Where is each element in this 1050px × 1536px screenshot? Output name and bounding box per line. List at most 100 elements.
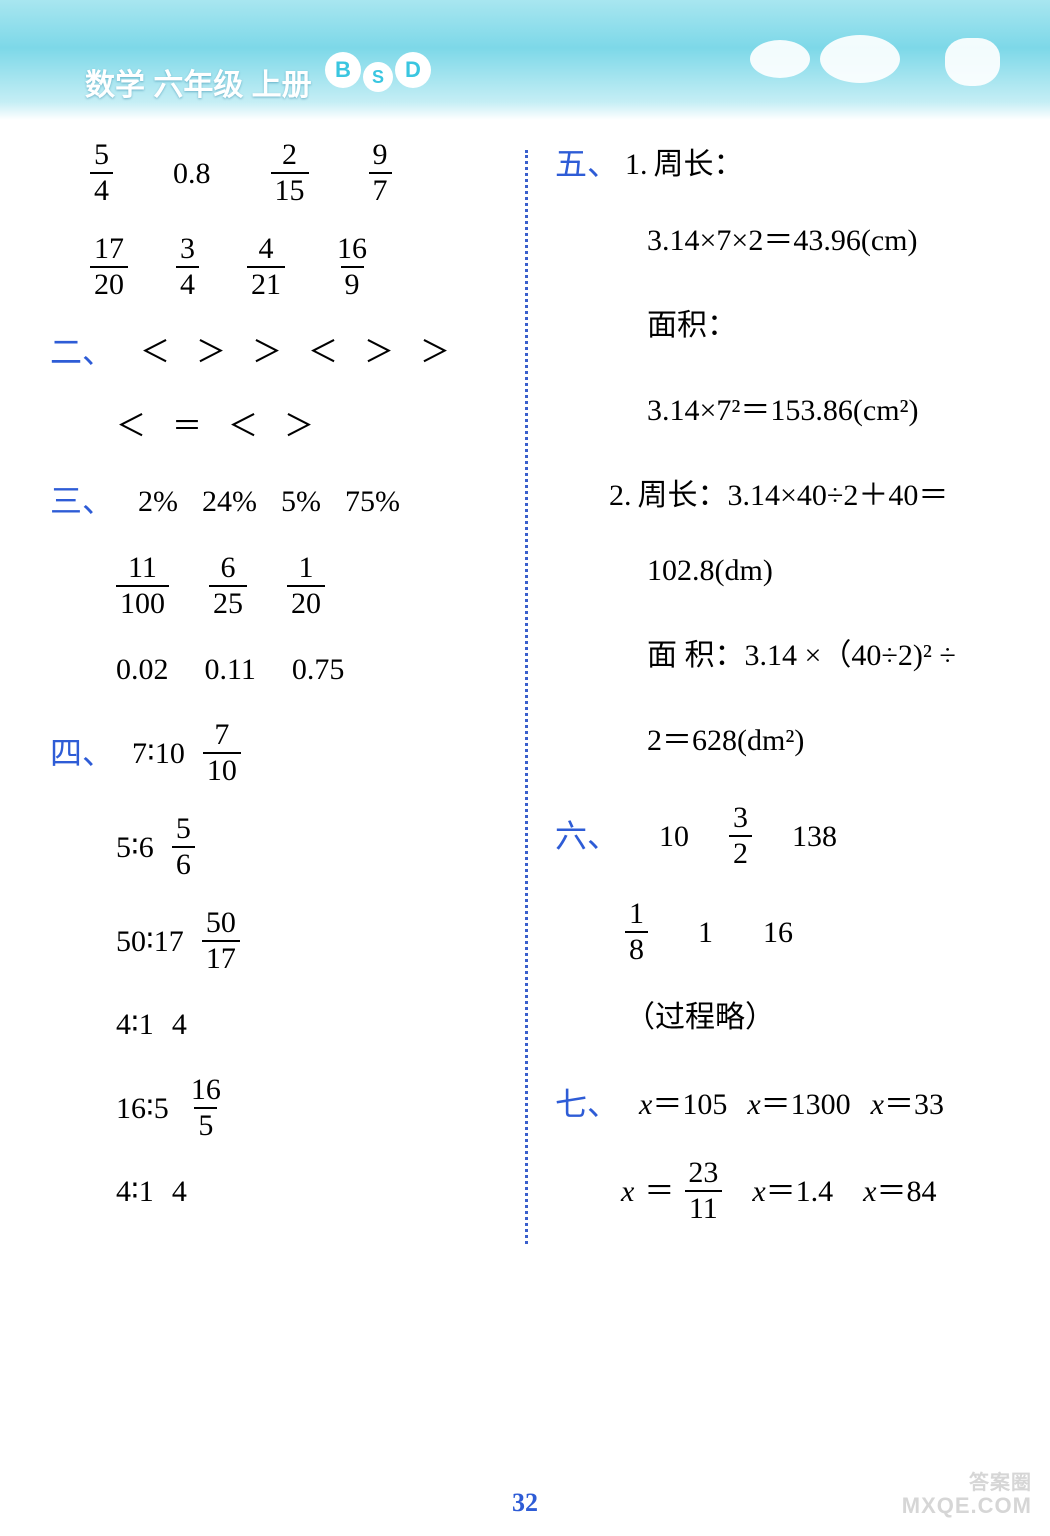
- q4-row: 5∶6 56: [50, 814, 505, 880]
- fraction: 56: [172, 814, 195, 880]
- section-label: 七、: [555, 1080, 619, 1128]
- page-header: 数学 六年级 上册 B S D: [0, 0, 1050, 120]
- answer-text: 周长：: [654, 142, 744, 187]
- q7-row2: x＝2311 x＝1.4 x＝84: [555, 1158, 1000, 1224]
- q3-row1: 三、 2% 24% 5% 75%: [50, 477, 505, 525]
- answer-value: x＝1300: [747, 1082, 850, 1127]
- page-number: 32: [512, 1488, 538, 1518]
- q5-header: 五、 1. 周长：: [555, 140, 1000, 188]
- answer-value: 10: [659, 814, 689, 859]
- answer-value: 4∶1: [116, 1169, 154, 1214]
- fraction: 215: [271, 140, 309, 206]
- section-label: 六、: [555, 812, 619, 860]
- answer-value: 1: [698, 910, 713, 955]
- answer-value: 138: [792, 814, 837, 859]
- answer-text: 面积：: [555, 303, 1000, 348]
- answer-value: x＝84: [863, 1169, 936, 1214]
- cloud-icon: [820, 35, 900, 83]
- answer-value: 4: [172, 1169, 187, 1214]
- answer-value: 5%: [281, 479, 321, 524]
- answer-value: 50∶17: [116, 919, 184, 964]
- cloud-icon: [750, 40, 810, 78]
- answer-value: 0.8: [173, 151, 211, 196]
- header-title: 数学 六年级 上册: [85, 60, 312, 104]
- fraction: 97: [369, 140, 392, 206]
- fraction: 5017: [202, 908, 240, 974]
- answer-text: 2＝628(dm²): [555, 718, 1000, 763]
- sub-label: 1.: [625, 142, 648, 187]
- answer-value: ＞: [196, 330, 226, 375]
- fraction: 1720: [90, 234, 128, 300]
- answer-value: x＝2311: [621, 1158, 722, 1224]
- sub-label: 2.: [609, 473, 632, 518]
- answer-value: 75%: [345, 479, 400, 524]
- answer-value: x＝1.4: [752, 1169, 833, 1214]
- answer-text: 面 积：3.14 ×（40÷2)² ÷: [555, 633, 1000, 678]
- fraction: 54: [90, 140, 113, 206]
- fraction: 32: [729, 803, 752, 869]
- column-divider: [525, 150, 528, 1244]
- badge-letter: B: [325, 52, 361, 88]
- answer-text: 3.14×7×2＝43.96(cm): [555, 218, 1000, 263]
- answer-value: ＜: [140, 330, 170, 375]
- q5-2-header: 2. 周长：3.14×40÷2＋40＝: [555, 473, 1000, 518]
- answer-value: ＞: [284, 404, 314, 449]
- section-label: 三、: [50, 477, 114, 525]
- q4-row: 50∶17 5017: [50, 908, 505, 974]
- answer-value: 16∶5: [116, 1086, 169, 1131]
- fraction: 710: [203, 720, 241, 786]
- header-badge: B S D: [325, 52, 431, 92]
- q6-row1: 六、 10 32 138: [555, 803, 1000, 869]
- q4-row: 四、 7∶10 710: [50, 720, 505, 786]
- badge-letter: D: [395, 52, 431, 88]
- answer-text: 3.14×7²＝153.86(cm²): [555, 388, 1000, 433]
- q4-row: 16∶5 165: [50, 1075, 505, 1141]
- fraction: 120: [287, 553, 325, 619]
- q4-row: 4∶1 4: [50, 1169, 505, 1214]
- answer-value: ＞: [364, 330, 394, 375]
- q3-row2: 11100 625 120: [50, 553, 505, 619]
- fraction: 625: [209, 553, 247, 619]
- answer-text: 周长：3.14×40÷2＋40＝: [638, 473, 949, 518]
- q1-row1: 54 0.8 215 97: [50, 140, 505, 206]
- q2-row1: 二、 ＜ ＞ ＞ ＜ ＞ ＞: [50, 328, 505, 376]
- answer-value: 5∶6: [116, 825, 154, 870]
- answer-value: ＞: [252, 330, 282, 375]
- watermark-bottom: MXQE.COM: [902, 1494, 1032, 1518]
- snowflake-icon: [945, 38, 1000, 86]
- left-column: 54 0.8 215 97 1720 34 421 169 二、 ＜ ＞ ＞ ＜…: [50, 140, 525, 1254]
- answer-value: 0.75: [292, 647, 345, 692]
- answer-value: ＝: [172, 404, 202, 449]
- answer-text: （过程略）: [555, 995, 1000, 1040]
- answer-value: ＜: [308, 330, 338, 375]
- fraction: 169: [333, 234, 371, 300]
- answer-value: 2%: [138, 479, 178, 524]
- q6-row2: 18 1 16: [555, 899, 1000, 965]
- fraction: 421: [247, 234, 285, 300]
- q4-row: 4∶1 4: [50, 1002, 505, 1047]
- answer-value: 16: [763, 910, 793, 955]
- q3-row3: 0.02 0.11 0.75: [50, 647, 505, 692]
- badge-letter: S: [363, 62, 393, 92]
- q2-row2: ＜ ＝ ＜ ＞: [50, 404, 505, 449]
- content-area: 54 0.8 215 97 1720 34 421 169 二、 ＜ ＞ ＞ ＜…: [0, 120, 1050, 1284]
- fraction: 165: [187, 1075, 225, 1141]
- fraction: 34: [176, 234, 199, 300]
- q7-row1: 七、 x＝105 x＝1300 x＝33: [555, 1080, 1000, 1128]
- section-label: 五、: [555, 140, 619, 188]
- answer-value: x＝33: [871, 1082, 944, 1127]
- answer-value: 7∶10: [132, 731, 185, 776]
- answer-value: x＝105: [639, 1082, 727, 1127]
- answer-value: 0.02: [116, 647, 169, 692]
- section-label: 四、: [50, 729, 114, 777]
- answer-text: 102.8(dm): [555, 548, 1000, 593]
- answer-value: 24%: [202, 479, 257, 524]
- fraction: 18: [625, 899, 648, 965]
- answer-value: 4∶1: [116, 1002, 154, 1047]
- q1-row2: 1720 34 421 169: [50, 234, 505, 300]
- fraction: 11100: [116, 553, 169, 619]
- watermark-top: 答案圈: [902, 1472, 1032, 1494]
- answer-value: 0.11: [205, 647, 256, 692]
- watermark: 答案圈 MXQE.COM: [902, 1472, 1032, 1518]
- right-column: 五、 1. 周长： 3.14×7×2＝43.96(cm) 面积： 3.14×7²…: [525, 140, 1000, 1254]
